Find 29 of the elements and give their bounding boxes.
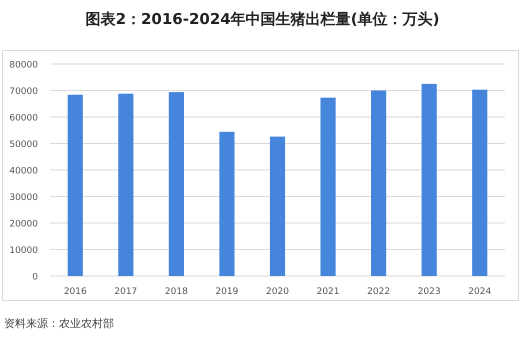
y-tick-label: 50000 (9, 140, 38, 150)
y-tick-label: 40000 (9, 166, 38, 176)
y-tick-label: 0 (32, 272, 38, 282)
bar (219, 132, 235, 276)
x-tick-label: 2023 (418, 287, 441, 297)
title: 图表2：2016-2024年中国生猪出栏量(单位：万头) (86, 10, 440, 28)
x-tick-label: 2017 (114, 287, 138, 297)
x-tick-label: 2024 (468, 287, 492, 297)
x-tick-label: 2022 (367, 287, 390, 297)
bar (168, 92, 184, 276)
bar (68, 94, 83, 276)
y-tick-label: 60000 (9, 114, 38, 124)
y-tick-label: 80000 (9, 60, 38, 70)
bar (371, 90, 386, 276)
bar (472, 90, 488, 276)
bar (422, 84, 437, 276)
y-tick-label: 30000 (9, 193, 38, 203)
bar (320, 98, 336, 276)
x-tick-label: 2018 (164, 287, 188, 297)
x-tick-label: 2020 (266, 287, 290, 297)
y-tick-label: 10000 (9, 246, 38, 256)
x-tick-label: 2019 (215, 287, 239, 297)
x-tick-label: 2021 (316, 287, 340, 297)
bar (118, 94, 134, 276)
x-tick-label: 2016 (64, 287, 88, 297)
bar (270, 136, 286, 276)
annotation: 资料来源：农业农村部 (4, 317, 114, 330)
y-tick-label: 70000 (9, 87, 38, 97)
y-tick-label: 20000 (9, 220, 38, 230)
